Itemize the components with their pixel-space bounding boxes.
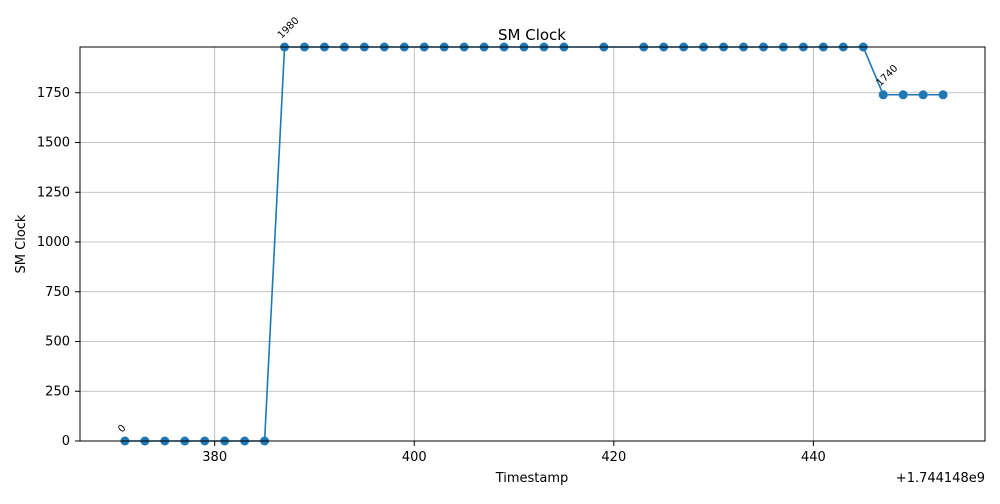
y-tick-label: 1750	[37, 86, 70, 101]
data-point	[898, 90, 908, 100]
chart-title: SM Clock	[498, 26, 566, 44]
data-label: 0	[116, 423, 128, 435]
grid-lines	[80, 47, 985, 442]
x-axis-label: Timestamp	[495, 471, 569, 486]
x-tick-label: 440	[801, 450, 826, 465]
series-layer	[120, 42, 948, 446]
x-tick-label: 380	[202, 450, 227, 465]
y-tick-label: 750	[45, 285, 70, 300]
axes-layer: 380 400 420 440 0 250 500 750 1000 1250 1500 1750	[37, 46, 986, 465]
x-offset-label: +1.744148e9	[896, 471, 985, 486]
y-axis-label: SM Clock	[14, 214, 29, 273]
y-tick-label: 1250	[37, 185, 70, 200]
y-tick-label: 0	[62, 434, 70, 449]
data-point	[938, 90, 948, 100]
x-tick-label: 400	[402, 450, 427, 465]
y-tick-label: 500	[45, 335, 70, 350]
data-point	[918, 90, 928, 100]
annotation-layer: 0 1980 1740	[116, 15, 900, 435]
data-label: 1980	[276, 15, 302, 41]
data-label: 1740	[875, 63, 901, 89]
y-tick-label: 1500	[37, 136, 70, 151]
data-point	[878, 90, 888, 100]
y-tick-label: 1000	[37, 235, 70, 250]
plot-frame	[79, 46, 986, 442]
series-line	[124, 46, 944, 442]
y-tick-label: 250	[45, 384, 70, 399]
x-tick-label: 420	[601, 450, 626, 465]
